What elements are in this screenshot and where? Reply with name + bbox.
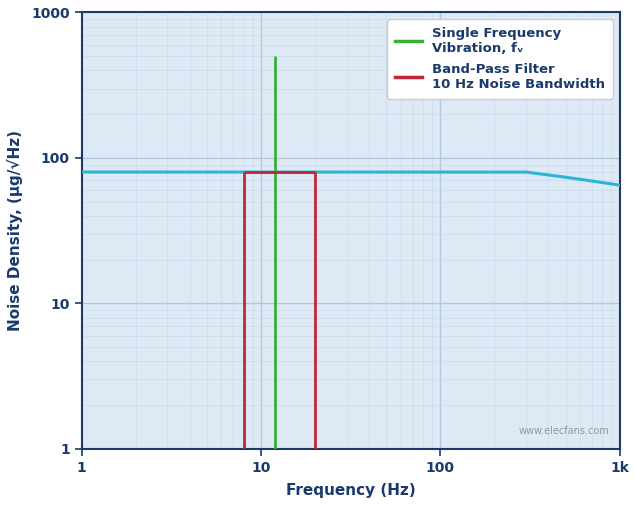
X-axis label: Frequency (Hz): Frequency (Hz) xyxy=(286,483,415,498)
Y-axis label: Noise Density, (µg/√Hz): Noise Density, (µg/√Hz) xyxy=(7,130,23,331)
Legend: Single Frequency
Vibration, fᵥ, Band-Pass Filter
10 Hz Noise Bandwidth: Single Frequency Vibration, fᵥ, Band-Pas… xyxy=(387,19,613,99)
Text: www.elecfans.com: www.elecfans.com xyxy=(518,426,609,436)
